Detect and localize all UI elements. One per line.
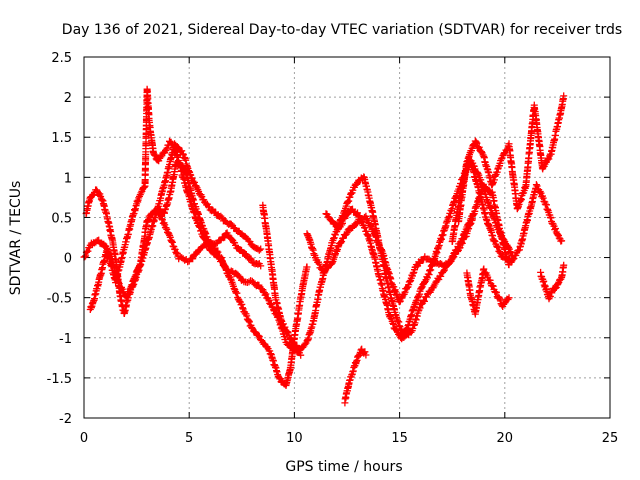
series-track-g [322,157,517,343]
y-tick-label: -1.5 [47,372,72,387]
y-tick-label: 0 [64,252,72,267]
marker-trace [463,265,513,318]
x-axis-label: GPS time / hours [285,459,402,475]
y-tick-label: -1 [59,332,72,347]
marker-trace [341,345,370,407]
plot-border [83,56,611,419]
y-axis-label: SDTVAR / TECUs [8,181,24,296]
y-tick-label: 2.5 [51,51,72,66]
series-track-j [455,92,568,225]
x-tick-labels: 0 5 10 15 20 25 [80,431,618,446]
data-points [80,85,568,407]
marker-trace [322,157,517,343]
series-track-l [537,261,568,303]
x-tick-label: 25 [602,431,619,446]
series-track-c [86,85,305,359]
series-track-f [303,182,513,306]
x-tick-label: 20 [497,431,514,446]
series-track-d [154,204,311,389]
marker-trace [86,85,305,359]
x-tick-label: 10 [286,431,303,446]
x-tick-label: 0 [80,431,88,446]
marker-trace [455,92,568,225]
marker-trace [303,182,513,306]
y-tick-label: 2 [64,91,72,106]
marker-trace [537,261,568,303]
chart-title: Day 136 of 2021, Sidereal Day-to-day VTE… [62,22,622,38]
y-tick-label: 1 [64,171,72,186]
x-tick-label: 15 [391,431,408,446]
marker-trace [154,204,311,389]
series-track-k [463,265,513,318]
y-tick-labels: -2 -1.5 -1 -0.5 0 0.5 1 1.5 2 2.5 [47,51,72,427]
y-tick-label: -0.5 [47,292,72,307]
y-tick-label: 1.5 [51,131,72,146]
y-tick-label: -2 [59,412,72,427]
series-track-h [341,345,370,407]
x-tick-label: 5 [185,431,193,446]
y-tick-label: 0.5 [51,211,72,226]
